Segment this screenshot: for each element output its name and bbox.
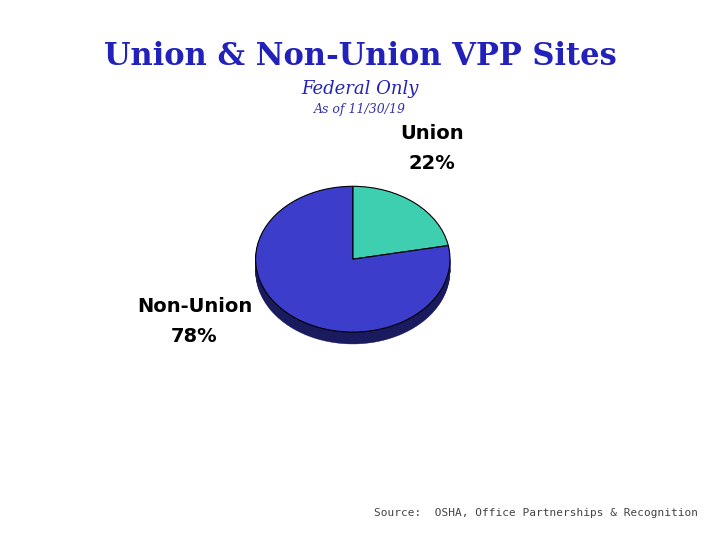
Wedge shape [256, 197, 450, 343]
Wedge shape [353, 198, 449, 271]
Wedge shape [256, 188, 450, 334]
Wedge shape [353, 186, 449, 259]
Text: 78%: 78% [171, 327, 217, 346]
Wedge shape [353, 190, 449, 263]
Text: Federal Only: Federal Only [301, 80, 419, 98]
Wedge shape [353, 196, 449, 269]
Wedge shape [256, 189, 450, 335]
Wedge shape [353, 195, 449, 268]
Wedge shape [353, 187, 449, 260]
Wedge shape [256, 198, 450, 344]
Text: Union: Union [400, 124, 464, 143]
Wedge shape [256, 192, 450, 338]
Text: Union & Non-Union VPP Sites: Union & Non-Union VPP Sites [104, 41, 616, 72]
Wedge shape [256, 193, 450, 339]
Wedge shape [353, 191, 449, 264]
Wedge shape [256, 191, 450, 337]
Wedge shape [256, 186, 450, 332]
Wedge shape [256, 194, 450, 340]
Text: As of 11/30/19: As of 11/30/19 [314, 103, 406, 116]
Text: Source:  OSHA, Office Partnerships & Recognition: Source: OSHA, Office Partnerships & Reco… [374, 508, 698, 518]
Wedge shape [353, 194, 449, 267]
Text: Non-Union: Non-Union [137, 297, 252, 316]
Wedge shape [256, 187, 450, 333]
Wedge shape [256, 195, 450, 341]
Wedge shape [353, 188, 449, 261]
Ellipse shape [256, 253, 450, 289]
Wedge shape [353, 189, 449, 262]
Text: 22%: 22% [409, 154, 455, 173]
Wedge shape [256, 196, 450, 342]
Wedge shape [353, 193, 449, 266]
Wedge shape [256, 190, 450, 336]
Wedge shape [353, 197, 449, 270]
Wedge shape [353, 192, 449, 265]
